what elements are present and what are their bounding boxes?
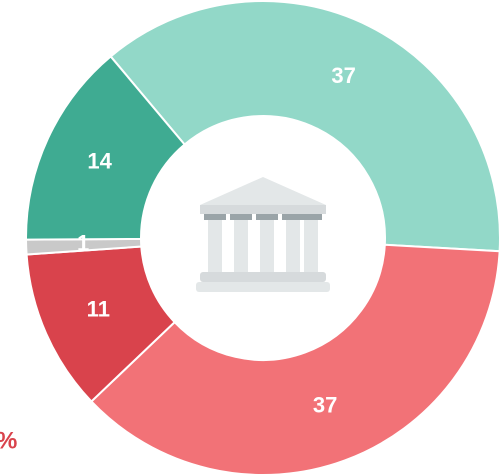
value-label: 37 [313,393,337,418]
slices [24,0,501,476]
value-label: 14 [87,148,112,173]
value-label: 37 [331,63,355,88]
annotation: % [0,427,17,454]
value-label: 11 [87,296,110,321]
value-label: 1 [77,231,89,256]
bank-icon [196,177,330,292]
